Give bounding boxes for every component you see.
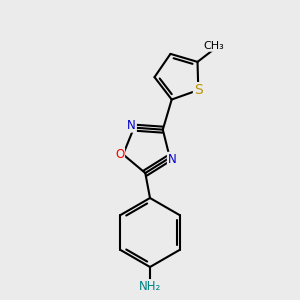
Text: S: S bbox=[194, 83, 203, 97]
Text: O: O bbox=[115, 148, 124, 161]
Text: N: N bbox=[168, 153, 177, 166]
Text: NH₂: NH₂ bbox=[139, 280, 161, 293]
Text: CH₃: CH₃ bbox=[203, 41, 224, 51]
Text: N: N bbox=[127, 119, 136, 132]
